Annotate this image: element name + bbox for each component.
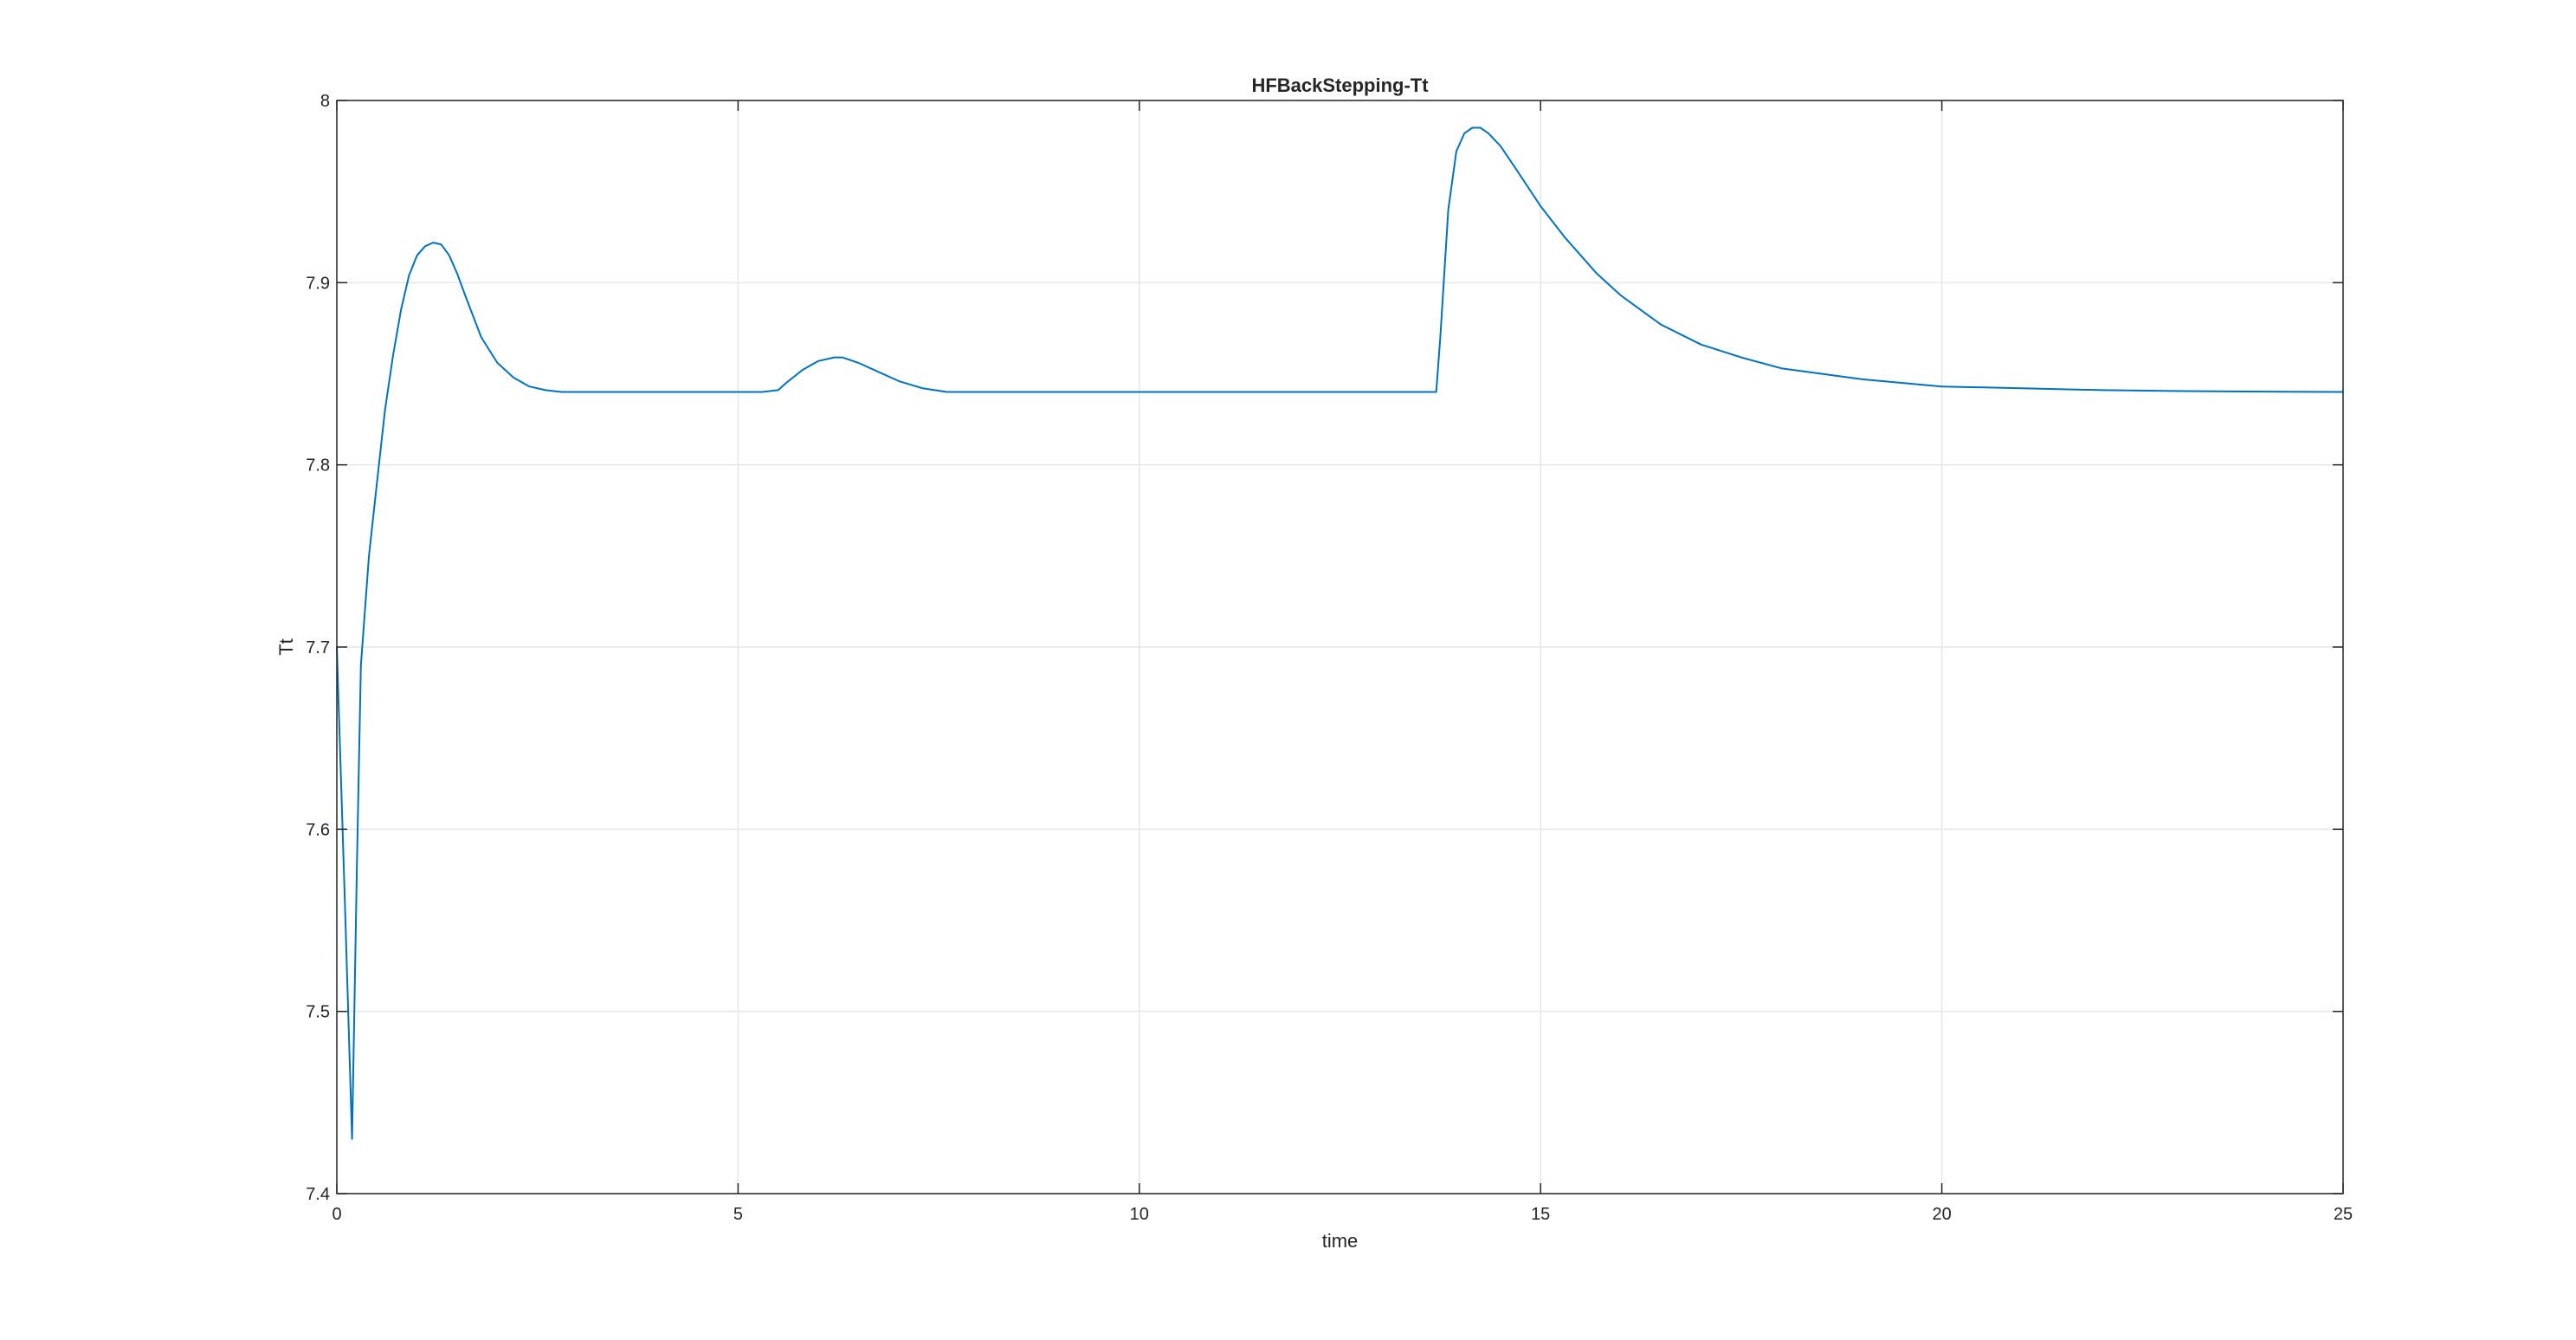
- y-tick-label: 8: [320, 92, 330, 111]
- x-tick-label: 25: [2334, 1205, 2353, 1224]
- series-line-0: [336, 126, 2344, 1140]
- chart-title: HFBackStepping-Tt: [1251, 74, 1429, 96]
- x-tick-label: 5: [733, 1205, 743, 1224]
- x-axis-label: time: [1322, 1230, 1359, 1252]
- ticks: 0 5 10 15 20 25 7.4 7.5 7.6 7.7 7.8 7.9 8: [306, 92, 2353, 1224]
- x-tick-label: 0: [332, 1205, 341, 1224]
- y-tick-label: 7.6: [306, 820, 330, 839]
- y-tick-label: 7.7: [306, 638, 330, 657]
- y-axis-label: Tt: [275, 638, 297, 656]
- y-tick-label: 7.9: [306, 274, 330, 293]
- y-tick-label: 7.8: [306, 456, 330, 476]
- y-tick-label: 7.5: [306, 1003, 330, 1022]
- x-tick-label: 10: [1130, 1205, 1149, 1224]
- x-tick-label: 20: [1932, 1205, 1951, 1224]
- x-tick-label: 15: [1531, 1205, 1550, 1224]
- y-tick-label: 7.4: [306, 1185, 330, 1204]
- series-layer: [336, 126, 2344, 1140]
